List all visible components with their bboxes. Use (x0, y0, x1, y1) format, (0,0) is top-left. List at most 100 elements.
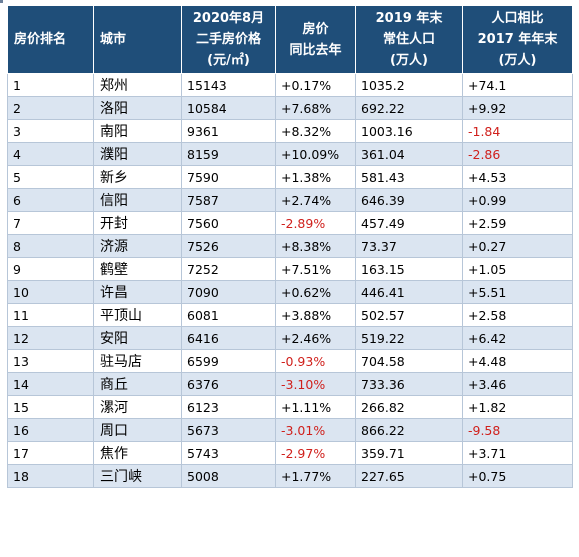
cell-rank: 7 (7, 211, 94, 235)
cell-city: 郑州 (93, 73, 182, 97)
table-row: 16 周口 5673 -3.01% 866.22 -9.58 (7, 418, 573, 442)
cell-population: 646.39 (355, 188, 463, 212)
cell-price: 5743 (181, 441, 276, 465)
cell-population: 73.37 (355, 234, 463, 258)
table-row: 13 驻马店 6599 -0.93% 704.58 +4.48 (7, 349, 573, 373)
cell-population: 1035.2 (355, 73, 463, 97)
cell-population: 457.49 (355, 211, 463, 235)
cell-rank: 4 (7, 142, 94, 166)
cell-population-change: +4.48 (462, 349, 573, 373)
cell-price-yoy: +1.11% (275, 395, 356, 419)
cell-price: 7590 (181, 165, 276, 189)
cell-population: 692.22 (355, 96, 463, 120)
cell-rank: 9 (7, 257, 94, 281)
cell-price: 5008 (181, 464, 276, 488)
corner-marker (0, 0, 3, 3)
cell-population-change: +6.42 (462, 326, 573, 350)
cell-price: 7587 (181, 188, 276, 212)
cell-price: 7560 (181, 211, 276, 235)
header-line: 房价 (302, 21, 329, 37)
cell-price-yoy: -3.01% (275, 418, 356, 442)
cell-city: 三门峡 (93, 464, 182, 488)
cell-price-yoy: +0.17% (275, 73, 356, 97)
cell-rank: 6 (7, 188, 94, 212)
table-row: 14 商丘 6376 -3.10% 733.36 +3.46 (7, 372, 573, 396)
cell-population: 227.65 (355, 464, 463, 488)
cell-rank: 16 (7, 418, 94, 442)
cell-city: 焦作 (93, 441, 182, 465)
cell-price-yoy: +7.68% (275, 96, 356, 120)
cell-city: 平顶山 (93, 303, 182, 327)
cell-price: 9361 (181, 119, 276, 143)
cell-rank: 2 (7, 96, 94, 120)
cell-population: 519.22 (355, 326, 463, 350)
table-row: 7 开封 7560 -2.89% 457.49 +2.59 (7, 211, 573, 235)
cell-price-yoy: +3.88% (275, 303, 356, 327)
cell-city: 驻马店 (93, 349, 182, 373)
header-line: 房价排名 (14, 32, 67, 47)
header-line: 城市 (100, 32, 127, 47)
cell-rank: 8 (7, 234, 94, 258)
cell-price-yoy: -2.97% (275, 441, 356, 465)
table-row: 3 南阳 9361 +8.32% 1003.16 -1.84 (7, 119, 573, 143)
cell-city: 信阳 (93, 188, 182, 212)
cell-rank: 14 (7, 372, 94, 396)
cell-population-change: +4.53 (462, 165, 573, 189)
cell-price: 6599 (181, 349, 276, 373)
cell-population: 359.71 (355, 441, 463, 465)
cell-city: 漯河 (93, 395, 182, 419)
cell-price: 6123 (181, 395, 276, 419)
cell-price: 8159 (181, 142, 276, 166)
table-body: 1 郑州 15143 +0.17% 1035.2 +74.1 2 洛阳 10584 +7.68% 6… (7, 73, 573, 488)
table-row: 18 三门峡 5008 +1.77% 227.65 +0.75 (7, 464, 573, 488)
cell-population-change: +9.92 (462, 96, 573, 120)
table-row: 12 安阳 6416 +2.46% 519.22 +6.42 (7, 326, 573, 350)
cell-price-yoy: -2.89% (275, 211, 356, 235)
cell-rank: 5 (7, 165, 94, 189)
cell-population: 733.36 (355, 372, 463, 396)
cell-population-change: +2.58 (462, 303, 573, 327)
cell-population-change: +1.05 (462, 257, 573, 281)
cell-price-yoy: +7.51% (275, 257, 356, 281)
header-line: 同比去年 (289, 42, 342, 58)
cell-price-yoy: +0.62% (275, 280, 356, 304)
cell-price-yoy: +8.38% (275, 234, 356, 258)
table-row: 1 郑州 15143 +0.17% 1035.2 +74.1 (7, 73, 573, 97)
cell-price-yoy: +10.09% (275, 142, 356, 166)
housing-price-table: 房价排名 城市 2020年8月 二手房价格 (元/㎡) 房价 同比去年 2019 年末 常住人口… (7, 5, 573, 488)
header-line: 常住人口 (382, 32, 435, 47)
table-row: 17 焦作 5743 -2.97% 359.71 +3.71 (7, 441, 573, 465)
cell-rank: 12 (7, 326, 94, 350)
cell-price-yoy: +2.74% (275, 188, 356, 212)
cell-price-yoy: +1.38% (275, 165, 356, 189)
cell-rank: 10 (7, 280, 94, 304)
cell-population-change: -1.84 (462, 119, 573, 143)
cell-population-change: -9.58 (462, 418, 573, 442)
cell-population: 704.58 (355, 349, 463, 373)
cell-rank: 17 (7, 441, 94, 465)
header-city: 城市 (93, 5, 182, 74)
table-row: 10 许昌 7090 +0.62% 446.41 +5.51 (7, 280, 573, 304)
cell-population-change: +74.1 (462, 73, 573, 97)
cell-population: 361.04 (355, 142, 463, 166)
cell-price-yoy: -0.93% (275, 349, 356, 373)
cell-population: 163.15 (355, 257, 463, 281)
cell-price: 6081 (181, 303, 276, 327)
header-line: 2019 年末 (375, 11, 443, 26)
cell-population-change: +0.99 (462, 188, 573, 212)
table-row: 5 新乡 7590 +1.38% 581.43 +4.53 (7, 165, 573, 189)
cell-price: 15143 (181, 73, 276, 97)
table-row: 8 济源 7526 +8.38% 73.37 +0.27 (7, 234, 573, 258)
cell-city: 南阳 (93, 119, 182, 143)
cell-population-change: +2.59 (462, 211, 573, 235)
header-line: 2017 年年末 (477, 32, 558, 47)
cell-price: 5673 (181, 418, 276, 442)
header-population-change: 人口相比 2017 年年末 (万人) (462, 5, 573, 74)
header-rank: 房价排名 (7, 5, 94, 74)
cell-population-change: +1.82 (462, 395, 573, 419)
cell-rank: 13 (7, 349, 94, 373)
table-row: 4 濮阳 8159 +10.09% 361.04 -2.86 (7, 142, 573, 166)
cell-rank: 1 (7, 73, 94, 97)
cell-population: 446.41 (355, 280, 463, 304)
cell-city: 鹤壁 (93, 257, 182, 281)
